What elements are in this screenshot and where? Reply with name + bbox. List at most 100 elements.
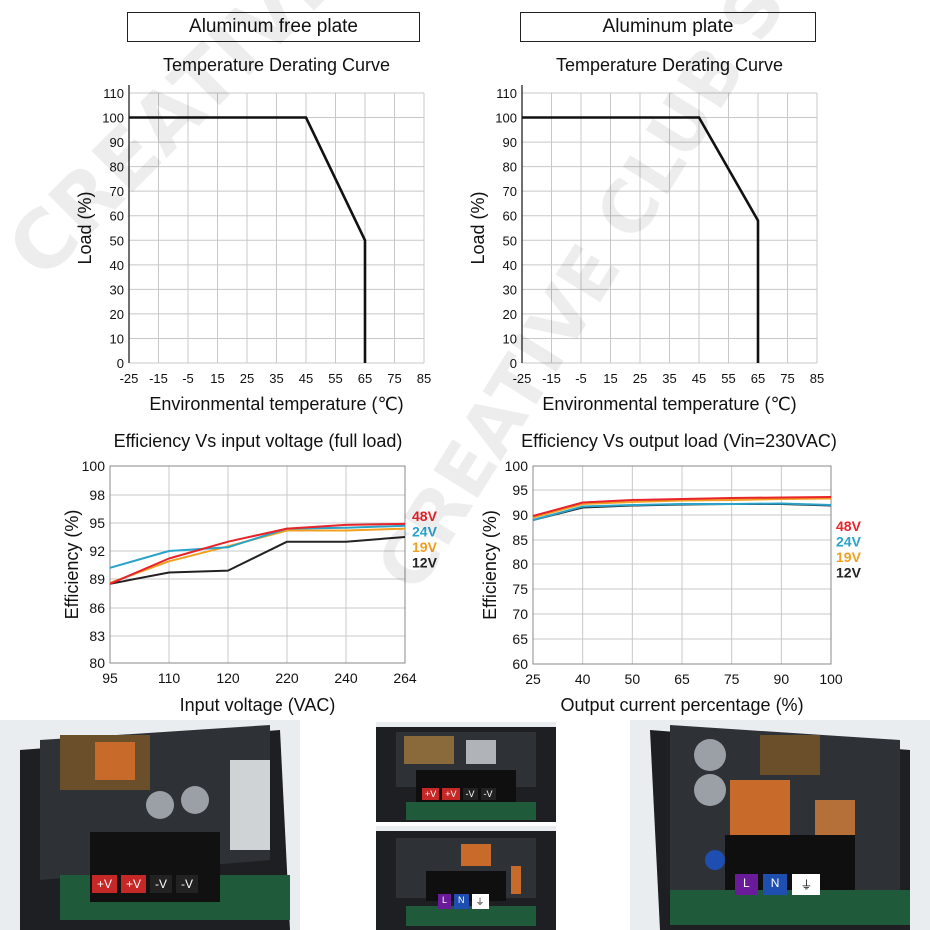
y-tick-label: 80 <box>503 160 517 175</box>
x-axis-label: Environmental temperature (℃) <box>149 394 403 414</box>
y-tick-label: 0 <box>510 356 517 371</box>
x-tick-label: -25 <box>513 371 532 386</box>
x-tick-label: 55 <box>328 371 342 386</box>
y-tick-label: 0 <box>117 356 124 371</box>
y-tick-label: 50 <box>110 233 124 248</box>
legend-entry-12v: 12V <box>836 565 862 581</box>
y-tick-label: 60 <box>110 209 124 224</box>
x-tick-label: 35 <box>269 371 283 386</box>
terminal-label: +V <box>121 875 147 893</box>
terminal-label: L <box>438 894 452 909</box>
terminal-label: +V <box>422 788 440 800</box>
x-tick-label: 65 <box>674 671 690 687</box>
x-tick-label: 75 <box>724 671 740 687</box>
terminal-label: -V <box>176 875 199 893</box>
x-tick-label: 25 <box>633 371 647 386</box>
x-tick-label: 25 <box>525 671 541 687</box>
y-tick-label: 10 <box>503 331 517 346</box>
y-tick-label: 40 <box>503 258 517 273</box>
derating-curve <box>129 116 367 363</box>
input-terminal-labels-small: L N ⏚ <box>438 894 489 909</box>
legend-entry-48v: 48V <box>836 518 862 534</box>
x-tick-label: -5 <box>575 371 587 386</box>
y-tick-label: 60 <box>503 209 517 224</box>
terminal-label: ⏚ <box>792 874 821 895</box>
chart-title: Temperature Derating Curve <box>556 55 783 75</box>
x-tick-label: 25 <box>240 371 254 386</box>
y-tick-label: 90 <box>110 135 124 150</box>
y-tick-label: 70 <box>512 606 528 622</box>
x-tick-label: 240 <box>334 670 358 686</box>
legend-entry-48v: 48V <box>412 508 438 524</box>
y-tick-label: 100 <box>505 458 529 474</box>
legend-entry-24v: 24V <box>836 534 862 550</box>
y-tick-label: 100 <box>102 111 124 126</box>
y-tick-label: 70 <box>110 184 124 199</box>
left-panel-header: Aluminum free plate <box>127 12 420 42</box>
x-tick-label: 90 <box>774 671 790 687</box>
terminal-label: -V <box>150 875 173 893</box>
plot-frame <box>109 465 406 664</box>
x-tick-label: 15 <box>210 371 224 386</box>
x-tick-label: 40 <box>575 671 591 687</box>
y-tick-label: 50 <box>503 233 517 248</box>
y-tick-label: 92 <box>89 543 105 559</box>
x-tick-label: 45 <box>692 371 706 386</box>
y-axis-label: Load (%) <box>468 191 488 264</box>
chart-title: Efficiency Vs output load (Vin=230VAC) <box>521 431 837 451</box>
terminal-label: -V <box>462 788 478 800</box>
x-tick-label: 110 <box>158 670 181 686</box>
x-tick-label: -25 <box>120 371 139 386</box>
legend-entry-12v: 12V <box>412 555 438 571</box>
y-tick-label: 30 <box>110 282 124 297</box>
y-tick-label: 75 <box>512 581 528 597</box>
series-line-48v <box>109 522 406 585</box>
legend-entry-19v: 19V <box>412 539 438 555</box>
y-tick-label: 85 <box>512 532 528 548</box>
x-tick-label: 120 <box>216 670 240 686</box>
x-tick-label: 75 <box>387 371 401 386</box>
terminal-label: +V <box>442 788 460 800</box>
x-tick-label: 65 <box>751 371 765 386</box>
series-line-24v <box>109 524 406 569</box>
y-tick-label: 20 <box>110 307 124 322</box>
y-tick-label: 83 <box>89 628 105 644</box>
terminal-label: ⏚ <box>471 894 489 909</box>
x-tick-label: 85 <box>417 371 431 386</box>
y-tick-label: 80 <box>110 160 124 175</box>
y-tick-label: 20 <box>503 307 517 322</box>
terminal-label: +V <box>92 875 118 893</box>
y-axis-label: Efficiency (%) <box>480 510 500 620</box>
x-tick-label: -5 <box>182 371 194 386</box>
x-tick-label: 55 <box>721 371 735 386</box>
terminal-label: -V <box>480 788 496 800</box>
y-tick-label: 110 <box>496 86 517 101</box>
plot-frame <box>532 465 832 665</box>
x-tick-label: 220 <box>275 670 299 686</box>
y-tick-label: 60 <box>512 656 528 672</box>
legend-entry-19v: 19V <box>836 549 862 565</box>
x-tick-label: 65 <box>358 371 372 386</box>
terminal-label: N <box>762 874 788 895</box>
series-line-12v <box>109 536 406 585</box>
y-tick-label: 86 <box>89 600 105 616</box>
legend-entry-24v: 24V <box>412 524 438 540</box>
series-line-48v <box>532 496 832 517</box>
y-tick-label: 80 <box>89 655 105 671</box>
x-tick-label: -15 <box>149 371 168 386</box>
x-tick-label: 264 <box>393 670 417 686</box>
y-tick-label: 30 <box>503 282 517 297</box>
y-tick-label: 65 <box>512 631 528 647</box>
y-axis-label: Load (%) <box>75 191 95 264</box>
x-tick-label: 35 <box>662 371 676 386</box>
chart-title: Efficiency Vs input voltage (full load) <box>114 431 403 451</box>
output-terminal-labels-small: +V +V -V -V <box>422 788 496 800</box>
series-line-19v <box>532 497 832 519</box>
photo-output-terminals-large: +V +V -V -V <box>0 720 300 930</box>
x-tick-label: 50 <box>625 671 641 687</box>
terminal-label: N <box>454 894 469 909</box>
right-panel-header: Aluminum plate <box>520 12 816 42</box>
